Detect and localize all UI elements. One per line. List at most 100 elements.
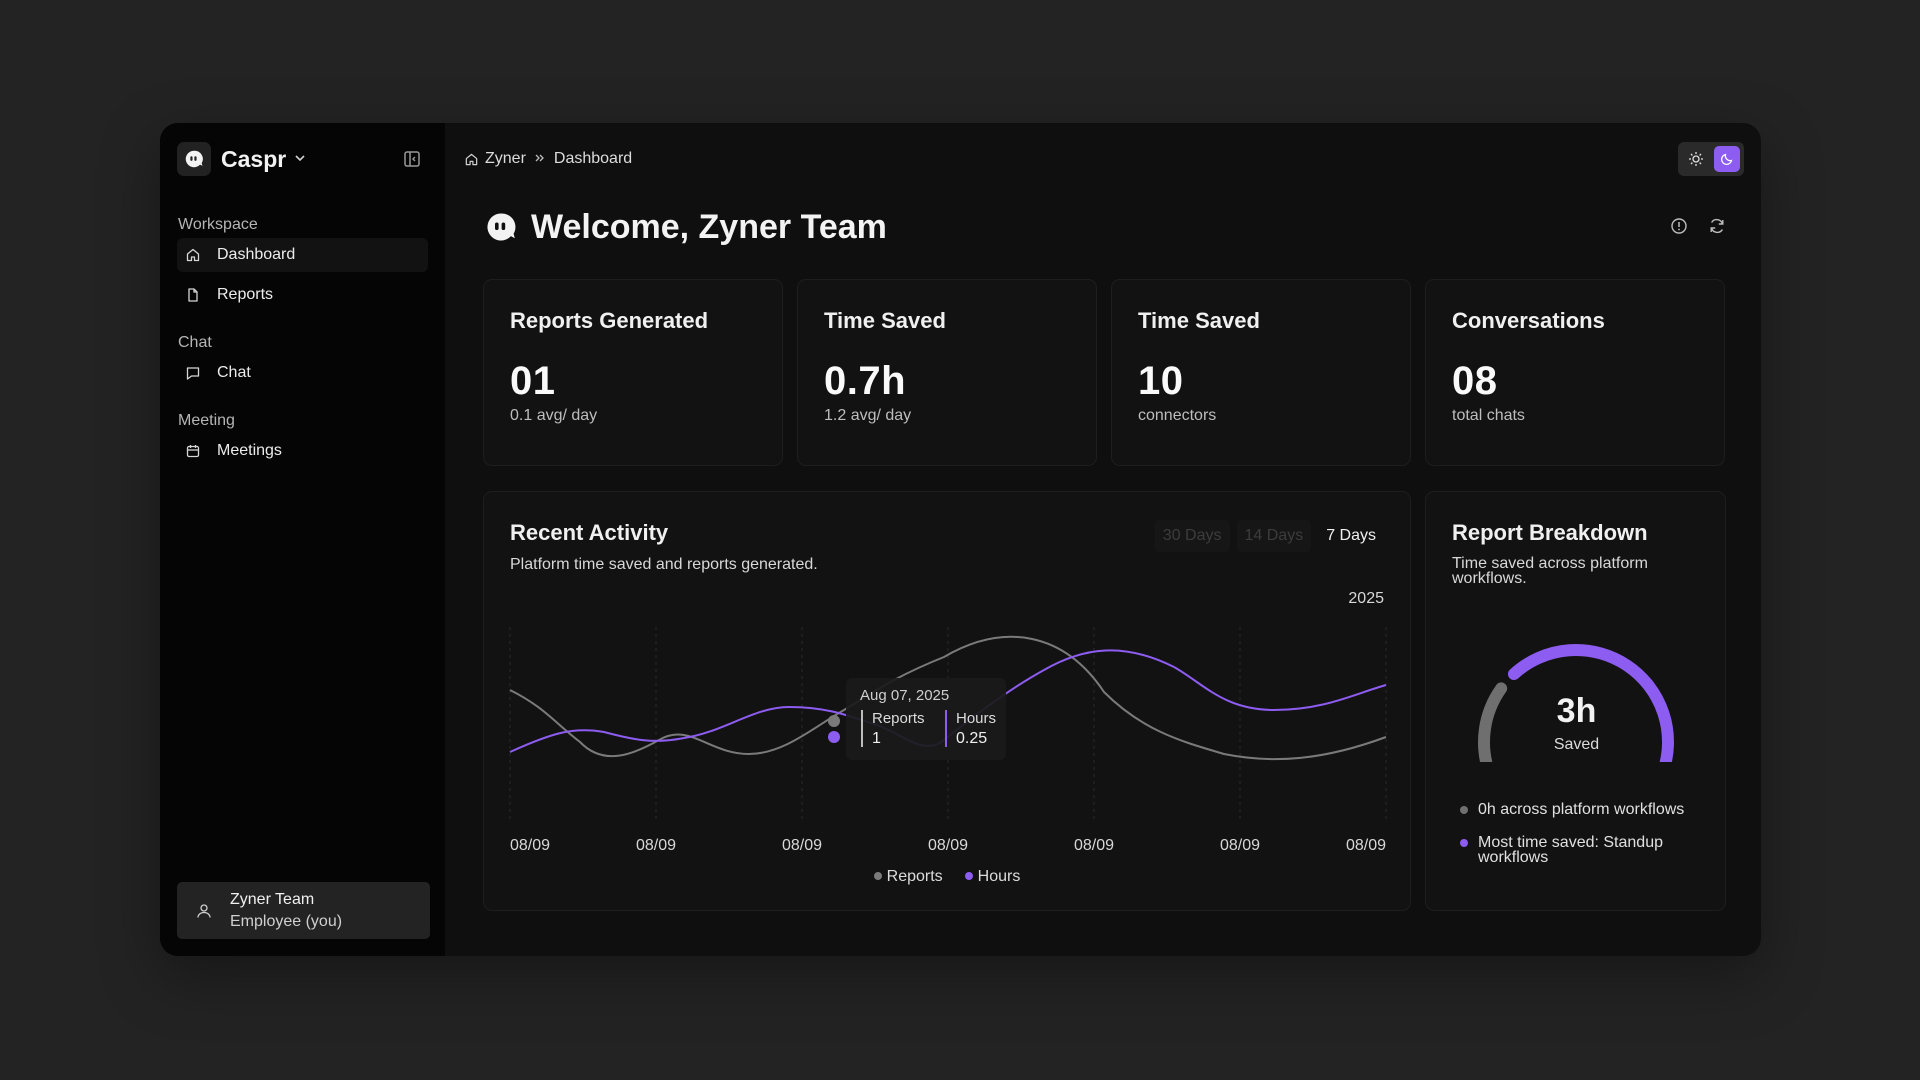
time-saved-gauge: [1478, 644, 1674, 762]
tooltip-date: Aug 07, 2025: [860, 687, 949, 704]
stat-card-time-saved: Time Saved 0.7h 1.2 avg/ day: [797, 279, 1097, 466]
lower-row: 08/09 08/09 08/09 08/09 08/09 08/09 08/09 Aug 0…: [483, 491, 1726, 911]
calendar-icon: [185, 442, 203, 460]
sidebar-collapse-icon[interactable]: [403, 150, 421, 168]
stat-subtext: connectors: [1138, 407, 1217, 424]
section-label-chat: Chat: [178, 334, 212, 351]
main-content: Zyner Dashboard Welcome, Zyner Team Repo…: [445, 123, 1761, 956]
caspr-logo-icon: [177, 142, 211, 176]
breakdown-list: 0h across platform workflows Most time s…: [1460, 802, 1705, 883]
x-tick-label: 08/09: [1074, 837, 1114, 854]
legend-label: Reports: [886, 868, 943, 885]
data-point-reports-highlight: [828, 715, 840, 727]
card-title: Report Breakdown: [1452, 520, 1648, 545]
sidebar-item-label: Meetings: [217, 442, 282, 459]
stats-row: Reports Generated 01 0.1 avg/ day Time S…: [483, 279, 1726, 466]
stat-title: Reports Generated: [510, 308, 709, 333]
report-breakdown-card: Report Breakdown Time saved across platf…: [1425, 491, 1726, 911]
x-tick-label: 08/09: [1220, 837, 1260, 854]
tooltip-hours-label: Hours: [956, 710, 996, 727]
chevron-down-icon: [294, 151, 306, 167]
sidebar-item-label: Chat: [217, 364, 251, 381]
list-item: Most time saved: Standup workflows: [1460, 834, 1705, 866]
list-item-text: Most time saved: Standup workflows: [1478, 834, 1663, 866]
user-name: Zyner Team: [230, 890, 315, 908]
welcome-header: Welcome, Zyner Team: [483, 197, 1726, 257]
list-item: 0h across platform workflows: [1460, 801, 1705, 818]
sidebar-item-meetings[interactable]: Meetings: [177, 434, 428, 468]
file-icon: [185, 286, 203, 304]
tooltip-reports-label: Reports: [872, 710, 925, 727]
range-tab-7-days[interactable]: 7 Days: [1326, 527, 1376, 544]
x-tick-label: 08/09: [782, 837, 822, 854]
breadcrumb-item-dashboard[interactable]: Dashboard: [553, 150, 633, 167]
data-point-hours-highlight: [828, 731, 840, 743]
section-label-meeting: Meeting: [178, 412, 235, 429]
stat-card-conversations: Conversations 08 total chats: [1425, 279, 1725, 466]
moon-icon[interactable]: [1714, 146, 1740, 172]
refresh-icon[interactable]: [1708, 217, 1726, 235]
user-role: Employee (you): [230, 912, 343, 930]
chevrons-right-icon: [534, 151, 546, 167]
stat-value: 10: [1138, 359, 1184, 403]
card-description: Platform time saved and reports generate…: [510, 556, 818, 573]
breadcrumb-item-zyner[interactable]: Zyner: [485, 150, 526, 167]
topbar: Zyner Dashboard: [465, 123, 1744, 195]
sidebar-item-reports[interactable]: Reports: [177, 278, 428, 312]
chart-legend: Reports Hours: [484, 868, 1410, 886]
activity-chart: 08/09 08/09 08/09 08/09 08/09 08/09 08/09 Aug 0…: [509, 627, 1387, 854]
stat-card-connectors: Time Saved 10 connectors: [1111, 279, 1411, 466]
card-title: Recent Activity: [510, 520, 669, 545]
stat-subtext: 1.2 avg/ day: [824, 407, 912, 424]
breadcrumb: Zyner Dashboard: [464, 150, 632, 168]
stat-subtext: 0.1 avg/ day: [510, 407, 598, 424]
user-profile-card[interactable]: Zyner Team Employee (you): [177, 882, 430, 939]
sidebar-item-chat[interactable]: Chat: [177, 356, 428, 390]
tooltip-hours-value: 0.25: [956, 730, 987, 747]
legend-item-hours[interactable]: Hours: [964, 868, 1021, 886]
home-icon: [464, 152, 479, 167]
section-label-workspace: Workspace: [178, 216, 258, 233]
app-window: Caspr Workspace Dashboard Reports Chat C…: [160, 123, 1761, 956]
gauge-arc-remaining: [1478, 682, 1508, 762]
stat-title: Time Saved: [1138, 308, 1260, 333]
list-item-text: 0h across platform workflows: [1478, 801, 1685, 818]
sidebar-item-label: Dashboard: [217, 246, 296, 263]
gauge-value: 3h: [1556, 692, 1597, 730]
card-description: Time saved across platform workflows.: [1452, 555, 1648, 587]
stat-title: Time Saved: [824, 308, 946, 333]
x-tick-label: 08/09: [510, 837, 550, 854]
tooltip-box: [846, 678, 1006, 760]
x-tick-label: 08/09: [1346, 837, 1386, 854]
sidebar-item-label: Reports: [217, 286, 274, 303]
header-actions: [1670, 217, 1726, 235]
sidebar-item-dashboard[interactable]: Dashboard: [177, 238, 428, 272]
chart-year-label: 2025: [1348, 590, 1384, 607]
gauge-label: Saved: [1553, 736, 1600, 753]
sidebar: Caspr Workspace Dashboard Reports Chat C…: [160, 123, 445, 956]
stat-card-reports-generated: Reports Generated 01 0.1 avg/ day: [483, 279, 783, 466]
caspr-logo-icon: [483, 209, 519, 245]
info-icon[interactable]: [1670, 217, 1688, 235]
stat-value: 08: [1452, 359, 1498, 403]
x-tick-label: 08/09: [928, 837, 968, 854]
tooltip-reports-value: 1: [872, 730, 881, 747]
recent-activity-card: 08/09 08/09 08/09 08/09 08/09 08/09 08/09 Aug 0…: [483, 491, 1411, 911]
message-icon: [185, 364, 203, 382]
range-tab-14-days[interactable]: 14 Days: [1236, 520, 1312, 552]
x-tick-label: 08/09: [636, 837, 676, 854]
range-tabs: 30 Days 14 Days 7 Days: [1154, 520, 1384, 552]
legend-label: Hours: [977, 868, 1021, 885]
range-tab-30-days[interactable]: 30 Days: [1154, 520, 1230, 552]
sun-icon[interactable]: [1688, 151, 1704, 167]
page-title: Welcome, Zyner Team: [531, 207, 887, 246]
gauge-arc-fill: [1507, 644, 1674, 762]
stat-title: Conversations: [1452, 308, 1605, 333]
theme-toggle[interactable]: [1678, 142, 1744, 176]
legend-item-reports[interactable]: Reports: [873, 868, 943, 886]
workspace-switcher[interactable]: Caspr: [177, 142, 428, 176]
user-icon: [195, 902, 213, 920]
stat-subtext: total chats: [1452, 407, 1525, 424]
brand-name: Caspr: [221, 145, 287, 172]
home-icon: [185, 246, 203, 264]
